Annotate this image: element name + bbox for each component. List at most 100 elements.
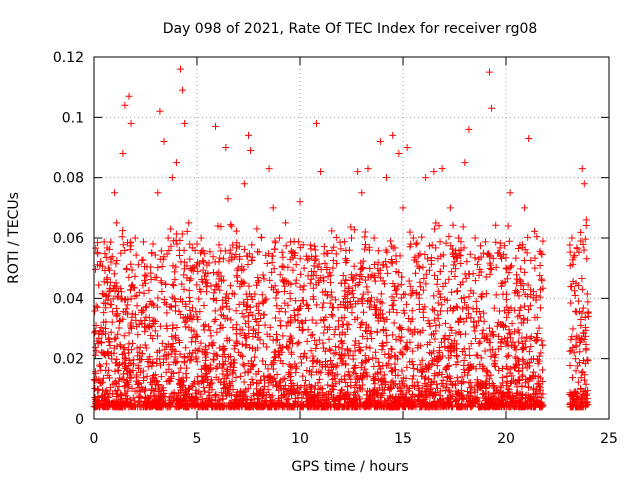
data-point [443,307,451,315]
data-point [170,282,178,290]
data-point [330,243,338,251]
data-point [275,399,283,407]
y-tick-label: 0 [75,412,84,428]
data-point [497,320,505,328]
data-point [278,263,286,271]
data-point [113,292,121,300]
data-point [388,293,396,301]
data-point [477,292,485,300]
data-point [145,314,153,322]
data-point [431,271,439,279]
data-point [286,373,294,381]
data-point [127,374,135,382]
data-point [348,234,355,242]
data-point [121,383,129,391]
data-point [415,386,423,394]
data-point [490,361,498,369]
data-point [496,252,504,260]
data-point [167,374,175,382]
data-point [338,329,346,337]
data-point [257,233,265,241]
data-point [176,350,184,358]
data-point [133,387,141,395]
data-point [232,307,240,315]
data-point [430,168,438,176]
data-point [151,274,159,282]
data-point [537,286,545,294]
data-point [406,282,414,290]
data-point [431,335,439,343]
data-point [467,402,475,410]
data-point [458,378,466,386]
data-point [498,364,506,372]
data-point [194,258,202,266]
data-point [296,244,304,252]
data-point [235,242,243,250]
data-point [447,268,455,276]
data-point [337,338,345,346]
data-point [105,400,113,408]
data-point [173,230,181,238]
data-point [223,392,231,400]
data-point [518,382,526,390]
data-point [486,68,494,76]
data-point [249,326,257,334]
data-point [147,263,155,271]
data-point [375,269,383,277]
data-point [361,233,369,241]
data-point [452,265,460,273]
data-point [454,388,462,396]
data-point [106,278,114,286]
data-point [521,337,529,345]
data-point [373,328,381,336]
data-point [146,298,154,306]
data-point [244,369,252,377]
data-point [359,257,367,265]
data-point [274,382,282,390]
data-point [356,271,364,279]
data-point [363,283,371,291]
data-point [152,393,160,401]
data-point [303,354,311,362]
data-point [223,334,231,342]
data-point [409,361,417,369]
data-point [186,255,194,263]
data-point [459,391,467,399]
data-point [538,337,546,345]
data-point [303,398,311,406]
data-point [132,377,140,385]
data-point [398,333,406,341]
data-point [252,370,260,378]
data-point [527,343,535,351]
data-point [119,150,127,158]
data-point [238,263,246,271]
data-point [114,330,122,338]
data-point [313,301,321,309]
data-point [152,399,160,407]
data-point [505,326,513,334]
data-point [147,269,155,277]
data-point [237,387,245,395]
data-point [180,246,188,254]
data-point [418,356,426,364]
data-point [312,281,320,289]
data-point [91,307,99,315]
data-point [582,380,590,388]
data-point [460,366,468,374]
data-point [400,403,408,411]
data-point [347,382,355,390]
data-point [107,328,115,336]
data-point [290,238,298,246]
data-point [168,333,176,341]
data-point [219,255,227,263]
data-point [451,258,459,266]
data-point [518,373,526,381]
data-point [201,387,209,395]
data-point [266,276,274,284]
data-point [185,324,193,332]
data-point [506,329,514,337]
data-point [525,306,533,314]
data-point [309,362,317,370]
data-point [349,276,357,284]
data-point [259,403,267,411]
